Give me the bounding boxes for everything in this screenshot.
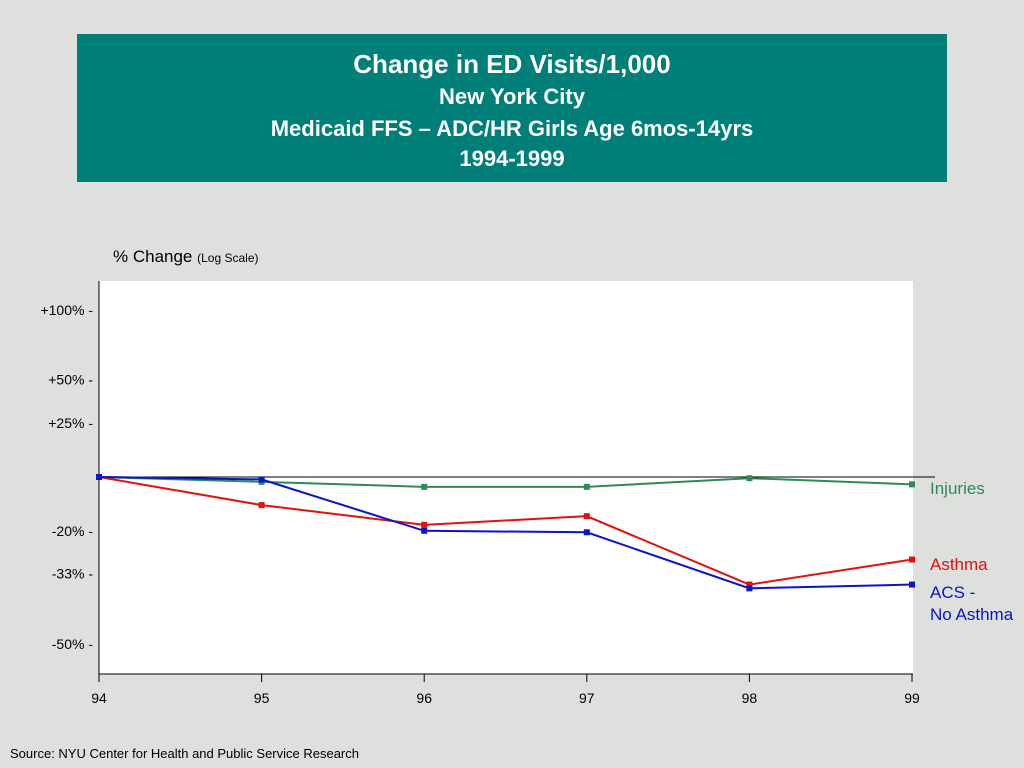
y-tick-label: -50% -	[52, 636, 94, 652]
data-point	[909, 481, 915, 488]
x-tick-label: 98	[742, 690, 758, 706]
title-box: Change in ED Visits/1,000 New York City …	[77, 34, 947, 182]
data-point	[421, 527, 428, 534]
x-tick-label: 99	[904, 690, 920, 706]
x-tick-label: 95	[254, 690, 270, 706]
data-point	[258, 502, 265, 509]
y-tick-label: +100% -	[40, 302, 93, 318]
data-point	[746, 585, 753, 592]
data-point	[583, 513, 590, 520]
y-axis-scale-note: (Log Scale)	[197, 251, 259, 265]
legend: Injuries Asthma ACS -No Asthma	[930, 479, 1014, 624]
source-note: Source: NYU Center for Health and Public…	[10, 746, 359, 761]
data-point	[909, 556, 915, 563]
data-point	[421, 483, 428, 490]
y-tick-label: -33% -	[52, 566, 94, 582]
title-line-4: 1994-1999	[459, 146, 565, 171]
data-point	[583, 529, 590, 536]
data-point	[746, 475, 753, 482]
y-tick-label: +50% -	[48, 371, 93, 387]
legend-entry: Asthma	[930, 555, 988, 574]
legend-entry: Injuries	[930, 479, 985, 498]
title-line-3: Medicaid FFS – ADC/HR Girls Age 6mos-14y…	[270, 116, 754, 141]
y-tick-label: +25% -	[48, 415, 93, 431]
y-axis-label: % Change (Log Scale)	[113, 247, 259, 267]
title-line-1: Change in ED Visits/1,000	[353, 49, 671, 79]
series-lines	[96, 474, 915, 592]
y-axis-label-text: % Change	[113, 247, 193, 266]
data-point	[96, 474, 102, 480]
line-chart: +100% - +50% - +25% - -20% - -33% - -50% - 94 9…	[40, 281, 1014, 706]
x-tick-label: 97	[579, 690, 595, 706]
data-point	[421, 521, 428, 528]
series-line-injuries	[98, 476, 913, 488]
series-line-asthma	[98, 476, 913, 586]
x-tick-label: 94	[91, 690, 107, 706]
title-line-2: New York City	[439, 84, 585, 109]
data-point	[583, 483, 590, 490]
data-point	[909, 581, 915, 588]
series-line-acs-no-asthma	[98, 476, 913, 590]
data-point	[258, 476, 265, 483]
x-tick-label: 96	[416, 690, 432, 706]
y-tick-label: -20% -	[52, 523, 94, 539]
legend-entry: ACS -No Asthma	[930, 583, 1014, 624]
data-point	[746, 581, 753, 588]
